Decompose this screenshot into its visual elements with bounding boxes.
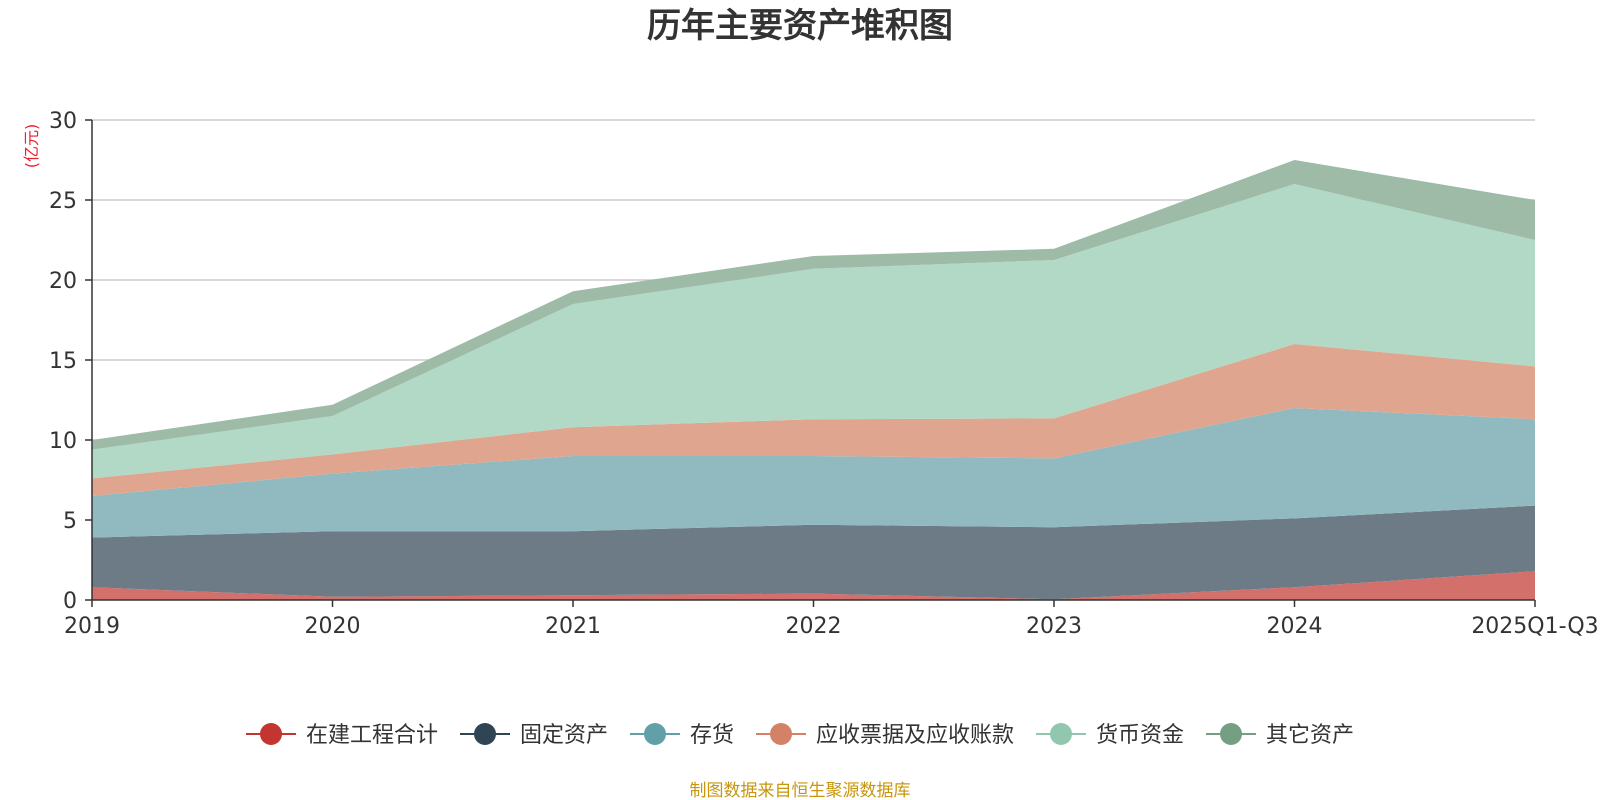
y-axis-unit-label: (亿元) bbox=[22, 124, 41, 169]
x-tick-label: 2024 bbox=[1267, 614, 1323, 639]
x-tick-label: 2025Q1-Q3 bbox=[1471, 614, 1598, 639]
axes: 0 5 10 15 20 25 30 2019 2020 2021 2022 2023 2024 2025… bbox=[49, 109, 1599, 639]
y-tick-label: 10 bbox=[49, 429, 77, 454]
y-tick-label: 5 bbox=[63, 509, 77, 534]
legend-label: 其它资产 bbox=[1266, 723, 1354, 748]
legend-label: 货币资金 bbox=[1096, 723, 1184, 748]
area-货币资金 bbox=[92, 184, 1535, 479]
legend-label: 应收票据及应收账款 bbox=[816, 723, 1014, 748]
y-tick-label: 0 bbox=[63, 589, 77, 614]
legend-marker bbox=[770, 723, 792, 745]
area-应收票据及应收账款 bbox=[92, 344, 1535, 496]
legend-marker bbox=[644, 723, 666, 745]
legend-item: 应收票据及应收账款 bbox=[756, 723, 1014, 748]
chart-title: 历年主要资产堆积图 bbox=[647, 6, 953, 46]
area-存货 bbox=[92, 408, 1535, 538]
legend: 在建工程合计 固定资产 存货 应收票据及应收账款 货币资金 其它资产 bbox=[246, 723, 1354, 748]
y-tick-label: 20 bbox=[49, 269, 77, 294]
y-tick-label: 15 bbox=[49, 349, 77, 374]
area-series-group bbox=[92, 160, 1535, 600]
area-固定资产 bbox=[92, 505, 1535, 600]
legend-label: 在建工程合计 bbox=[306, 723, 438, 748]
area-在建工程合计 bbox=[92, 571, 1535, 600]
x-tick-label: 2020 bbox=[305, 614, 361, 639]
legend-item: 存货 bbox=[630, 723, 734, 748]
x-tick-label: 2022 bbox=[786, 614, 842, 639]
legend-label: 固定资产 bbox=[520, 723, 608, 748]
legend-label: 存货 bbox=[690, 723, 734, 748]
legend-item: 其它资产 bbox=[1206, 723, 1354, 748]
legend-marker bbox=[474, 723, 496, 745]
x-tick-label: 2019 bbox=[64, 614, 120, 639]
y-tick-label: 30 bbox=[49, 109, 77, 134]
legend-marker bbox=[1220, 723, 1242, 745]
legend-marker bbox=[260, 723, 282, 745]
x-tick-label: 2023 bbox=[1026, 614, 1082, 639]
source-note: 制图数据来自恒生聚源数据库 bbox=[690, 781, 911, 800]
area-其它资产 bbox=[92, 160, 1535, 450]
legend-marker bbox=[1050, 723, 1072, 745]
legend-item: 在建工程合计 bbox=[246, 723, 438, 748]
x-tick-label: 2021 bbox=[545, 614, 601, 639]
legend-item: 固定资产 bbox=[460, 723, 608, 748]
y-tick-label: 25 bbox=[49, 189, 77, 214]
legend-item: 货币资金 bbox=[1036, 723, 1184, 748]
